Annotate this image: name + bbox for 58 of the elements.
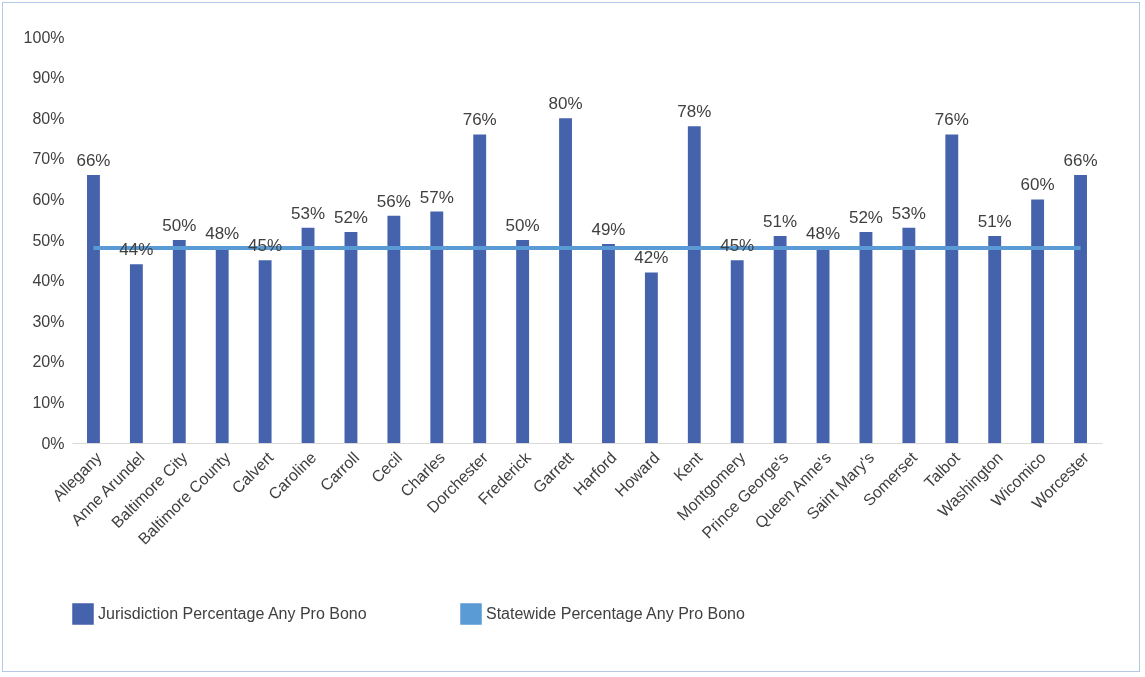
- y-tick-label: 100%: [23, 28, 65, 46]
- data-label: 66%: [76, 151, 111, 171]
- data-label: 49%: [591, 220, 626, 240]
- y-tick-label: 20%: [32, 353, 65, 371]
- legend-label: Statewide Percentage Any Pro Bono: [486, 605, 745, 622]
- data-label: 50%: [162, 216, 197, 235]
- bar: [1074, 175, 1087, 443]
- bar: [516, 240, 530, 443]
- data-label: 51%: [977, 211, 1012, 231]
- bar: [344, 231, 358, 443]
- data-label: 66%: [1063, 151, 1098, 171]
- y-tick-label: 50%: [32, 231, 65, 249]
- data-label: 52%: [333, 207, 368, 227]
- data-label: 57%: [419, 187, 454, 207]
- bar: [644, 272, 658, 443]
- bar: [172, 240, 186, 443]
- y-tick-label: 30%: [32, 312, 65, 330]
- data-label: 80%: [548, 94, 583, 114]
- y-tick-label: 80%: [32, 109, 65, 127]
- data-label: 51%: [763, 211, 798, 231]
- bar: [430, 211, 444, 443]
- bar: [473, 134, 487, 443]
- y-tick-label: 10%: [32, 393, 65, 411]
- bar: [215, 248, 229, 443]
- data-label: 48%: [806, 224, 841, 244]
- bar: [602, 244, 615, 443]
- bar: [730, 260, 744, 443]
- bar: [1031, 199, 1045, 443]
- data-label: 42%: [634, 248, 669, 268]
- y-tick-label: 60%: [32, 190, 65, 208]
- data-label: 76%: [934, 110, 969, 130]
- bar: [988, 235, 1002, 443]
- data-label: 56%: [376, 191, 411, 211]
- bar: [816, 248, 830, 443]
- y-tick-label: 90%: [32, 69, 65, 87]
- bar: [301, 227, 315, 443]
- data-label: 53%: [891, 203, 926, 223]
- bar: [87, 175, 100, 443]
- bar: [902, 227, 916, 443]
- data-label: 53%: [291, 203, 326, 223]
- bar: [773, 235, 787, 443]
- bar: [258, 260, 272, 443]
- y-tick-label: 70%: [32, 150, 65, 168]
- y-tick-label: 40%: [32, 272, 65, 290]
- data-label: 76%: [462, 110, 497, 130]
- data-label: 52%: [848, 207, 883, 227]
- data-label: 78%: [677, 102, 712, 122]
- bar: [945, 134, 959, 443]
- data-label: 50%: [505, 216, 540, 235]
- data-label: 48%: [205, 224, 240, 244]
- legend-label: Jurisdiction Percentage Any Pro Bono: [98, 605, 367, 622]
- y-tick-label: 0%: [41, 434, 65, 452]
- bar: [687, 126, 701, 443]
- data-label: 60%: [1020, 175, 1055, 195]
- bar: [387, 215, 401, 443]
- bar: [559, 118, 572, 443]
- bar: [859, 231, 873, 443]
- bar: [129, 264, 143, 443]
